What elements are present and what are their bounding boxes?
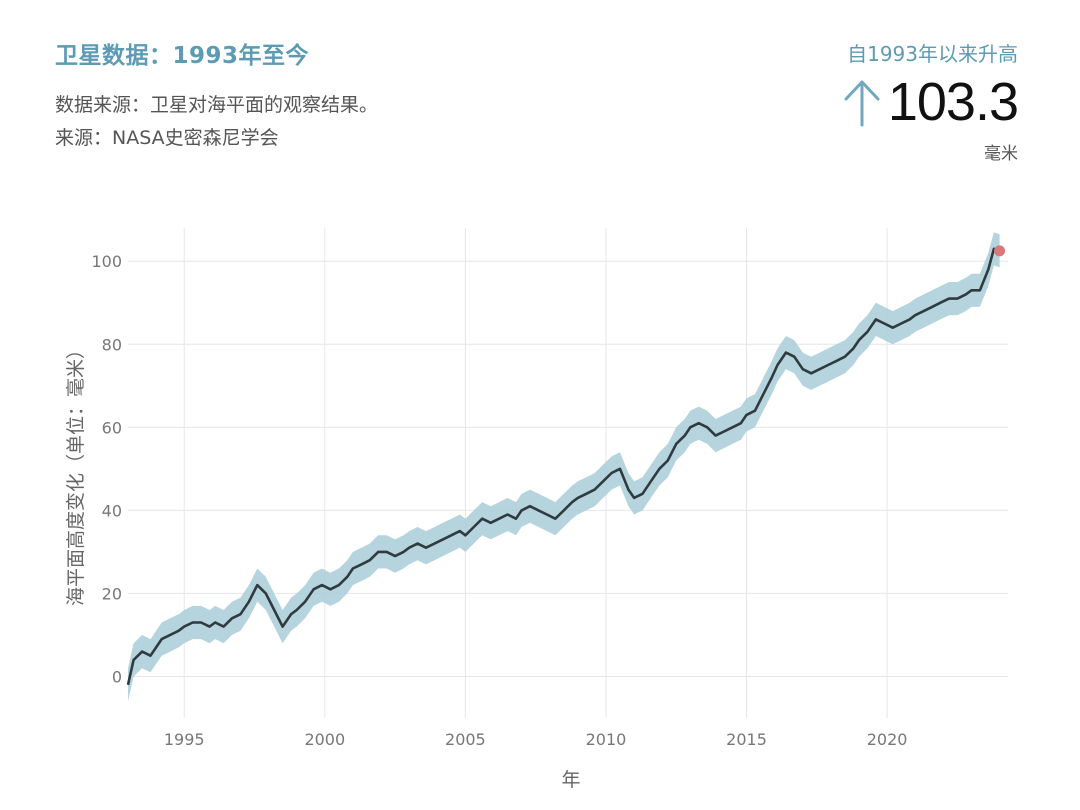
chart-grid [128, 228, 1008, 718]
x-tick-label: 2000 [304, 730, 345, 749]
x-axis-title: 年 [561, 769, 580, 791]
up-arrow-icon [844, 80, 880, 127]
y-tick-label: 0 [112, 667, 122, 686]
sea-level-line [126, 247, 1001, 686]
x-axis-ticks: 1995 2000 2005 2010 2015 2020 [164, 730, 908, 749]
sea-level-line-layer [126, 245, 1006, 686]
y-tick-label: 40 [102, 501, 122, 520]
stat-row: 103.3 [698, 71, 1019, 133]
stat-value: 103.3 [887, 72, 1019, 132]
y-tick-label: 60 [102, 418, 122, 437]
stat-summary: 自1993年以来升高 103.3 毫米 [698, 38, 1019, 164]
x-tick-label: 2020 [867, 730, 908, 749]
y-axis-ticks: 0 20 40 60 80 100 [91, 252, 122, 686]
source-credit: 来源：NASA史密森尼学会 [55, 127, 279, 149]
y-tick-label: 20 [102, 584, 122, 603]
x-tick-label: 2010 [586, 730, 627, 749]
page-title: 卫星数据：1993年至今 [55, 43, 310, 69]
y-axis-title: 海平面高度变化（单位：毫米） [65, 340, 87, 606]
y-tick-label: 100 [91, 252, 122, 271]
stat-label: 自1993年以来升高 [847, 42, 1018, 66]
y-tick-label: 80 [102, 335, 122, 354]
latest-value-marker [994, 245, 1006, 257]
x-tick-label: 2005 [445, 730, 486, 749]
stat-unit: 毫米 [984, 144, 1018, 164]
x-tick-label: 1995 [164, 730, 205, 749]
x-tick-label: 2015 [726, 730, 767, 749]
source-description: 数据来源：卫星对海平面的观察结果。 [55, 94, 379, 116]
uncertainty-band [128, 232, 1000, 702]
uncertainty-band-layer [128, 232, 1000, 702]
